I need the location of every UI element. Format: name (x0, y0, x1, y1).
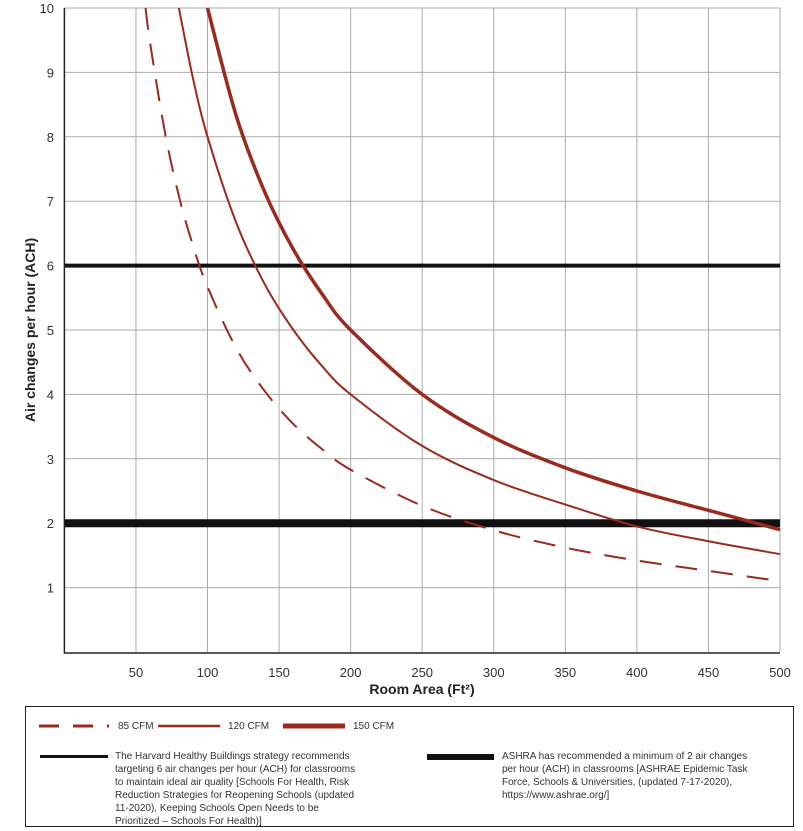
tick-labels: 50 100 150 200 250 300 350 400 450 500 1 2 3 4 5 6 7 8 9 10 (40, 1, 791, 680)
y-tick-label: 7 (47, 194, 54, 209)
series-line-120-cfm (177, 7, 781, 556)
x-tick-label: 500 (769, 665, 791, 680)
ach-chart: 50 100 150 200 250 300 350 400 450 500 1 2 3 4 5 6 7 8 9 10… (22, 1, 791, 697)
legend-label-150cfm: 150 CFM (353, 721, 395, 732)
legend-label-85cfm: 85 CFM (118, 721, 154, 732)
y-axis-label: Air changes per hour (ACH) (22, 238, 38, 422)
legend-swatch-150cfm (283, 723, 345, 729)
x-tick-label: 100 (197, 665, 219, 680)
x-tick-label: 200 (340, 665, 362, 680)
x-tick-label: 450 (698, 665, 720, 680)
legend: 85 CFM 120 CFM 150 CFM The Harvard Healt… (25, 706, 794, 827)
y-tick-label: 5 (47, 323, 54, 338)
x-tick-label: 50 (129, 665, 143, 680)
reference-lines (64, 263, 780, 528)
legend-label-120cfm: 120 CFM (228, 721, 270, 732)
x-tick-label: 250 (411, 665, 433, 680)
x-tick-label: 300 (483, 665, 505, 680)
legend-swatch-85cfm (39, 724, 109, 728)
axes (63, 8, 780, 654)
y-tick-label: 8 (47, 130, 54, 145)
series-lines (144, 7, 781, 583)
x-tick-label: 400 (626, 665, 648, 680)
legend-text-6ach: The Harvard Healthy Buildings strategy r… (115, 751, 356, 827)
y-tick-label: 1 (47, 581, 54, 596)
axis-lines (63, 8, 780, 654)
x-tick-label: 150 (268, 665, 290, 680)
y-tick-label: 3 (47, 452, 54, 467)
legend-text-2ach: ASHRA has recommended a minimum of 2 air… (502, 751, 748, 801)
grid (64, 7, 781, 652)
legend-swatch-2ach (427, 754, 494, 760)
legend-swatch-6ach (40, 755, 108, 758)
y-tick-label: 10 (40, 1, 54, 16)
series-line-150-cfm (205, 7, 781, 532)
x-axis-label: Room Area (Ft²) (369, 681, 474, 697)
legend-swatch-120cfm (158, 724, 220, 728)
y-tick-label: 9 (47, 65, 54, 80)
series-line-85-cfm (144, 7, 781, 583)
y-tick-label: 4 (47, 387, 54, 402)
y-tick-label: 2 (47, 516, 54, 531)
y-tick-label: 6 (47, 259, 54, 274)
x-tick-label: 350 (554, 665, 576, 680)
